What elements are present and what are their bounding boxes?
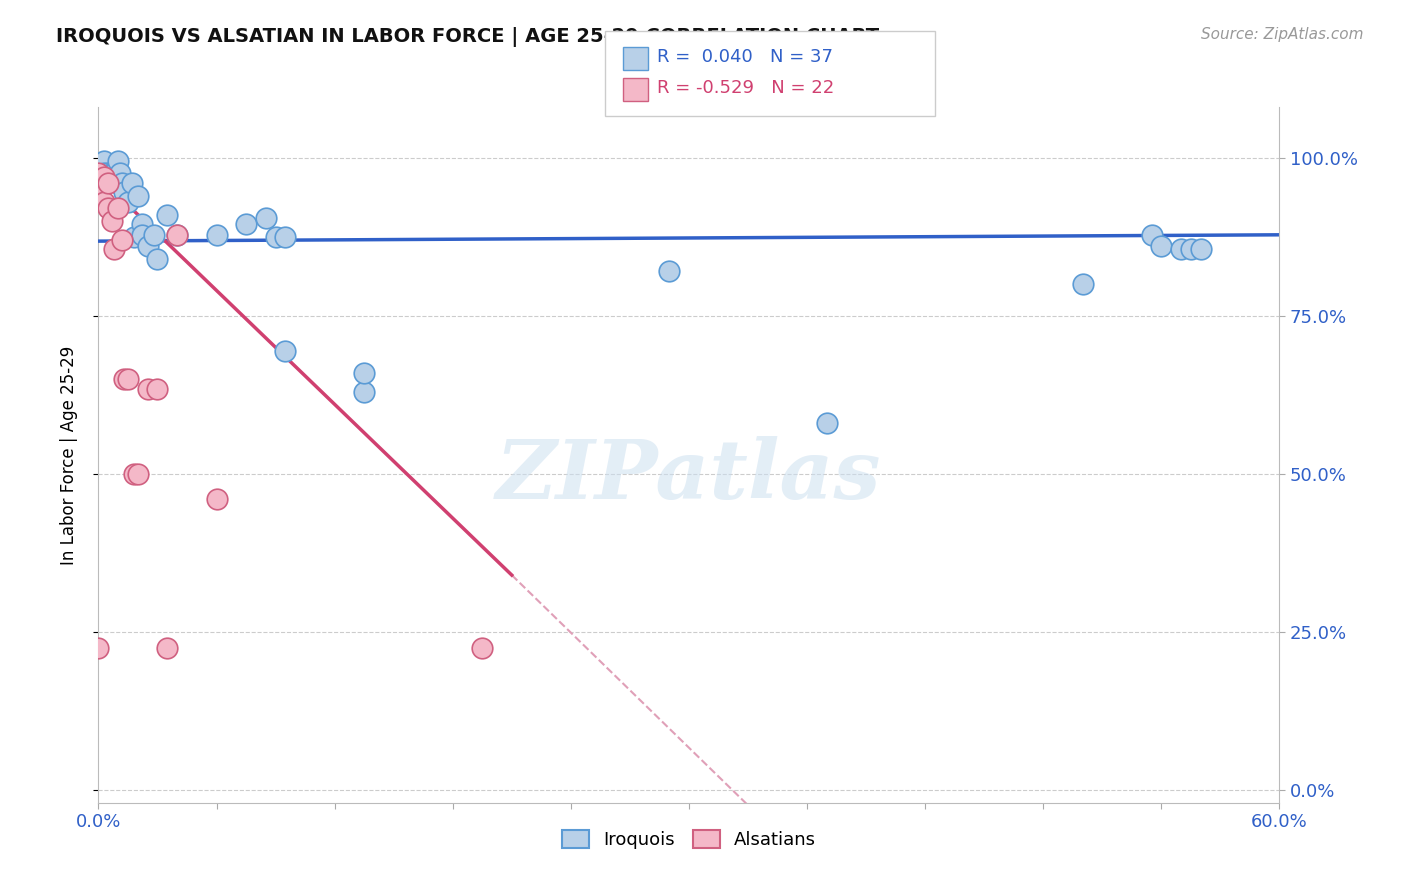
Point (1071, 277, 1094, 292)
Point (101, 166, 124, 180)
Point (274, 229, 297, 244)
Text: Source: ZipAtlas.com: Source: ZipAtlas.com (1201, 27, 1364, 42)
Point (127, 188, 149, 202)
Point (166, 227, 188, 242)
Point (93, 166, 115, 180)
Point (166, 227, 188, 242)
Point (103, 166, 125, 180)
Point (254, 211, 277, 225)
Point (127, 467, 149, 481)
Point (97, 201, 120, 215)
Point (107, 153, 129, 168)
Point (108, 166, 131, 180)
Point (101, 214, 124, 228)
Point (471, 640, 494, 655)
Text: IROQUOIS VS ALSATIAN IN LABOR FORCE | AGE 25-29 CORRELATION CHART: IROQUOIS VS ALSATIAN IN LABOR FORCE | AG… (56, 27, 879, 46)
Point (131, 217, 153, 231)
Point (121, 176, 143, 190)
Point (815, 417, 838, 431)
Point (87, 186, 110, 200)
Point (1140, 227, 1163, 242)
Point (1170, 243, 1192, 257)
Point (1150, 239, 1173, 253)
Point (103, 243, 125, 257)
Point (131, 227, 153, 242)
Point (112, 186, 135, 200)
Point (156, 640, 179, 655)
Point (156, 208, 179, 222)
Point (264, 229, 287, 244)
Legend: Iroquois, Alsatians: Iroquois, Alsatians (554, 822, 824, 856)
Text: ZIPatlas: ZIPatlas (496, 436, 882, 516)
Point (146, 382, 169, 396)
Point (97, 176, 120, 190)
Point (146, 252, 169, 266)
Point (274, 343, 297, 358)
Point (205, 227, 228, 242)
Point (112, 372, 135, 386)
Point (93, 194, 115, 209)
Point (1180, 243, 1202, 257)
Point (136, 239, 159, 253)
Point (122, 467, 145, 481)
Point (87, 176, 110, 190)
Point (93, 169, 115, 184)
Point (111, 176, 134, 190)
Y-axis label: In Labor Force | Age 25-29: In Labor Force | Age 25-29 (59, 345, 77, 565)
Point (87, 640, 110, 655)
Point (235, 217, 257, 231)
Point (93, 176, 115, 190)
Text: R = -0.529   N = 22: R = -0.529 N = 22 (657, 79, 834, 97)
Point (93, 153, 115, 168)
Point (117, 372, 139, 386)
Point (117, 194, 139, 209)
Point (111, 233, 134, 247)
Point (1189, 243, 1212, 257)
Point (136, 382, 159, 396)
Point (353, 366, 375, 380)
Point (353, 384, 375, 399)
Point (205, 492, 228, 507)
Text: R =  0.040   N = 37: R = 0.040 N = 37 (657, 48, 832, 66)
Point (87, 166, 110, 180)
Point (97, 166, 120, 180)
Point (107, 201, 129, 215)
Point (142, 227, 165, 242)
Point (658, 264, 681, 278)
Point (122, 229, 145, 244)
